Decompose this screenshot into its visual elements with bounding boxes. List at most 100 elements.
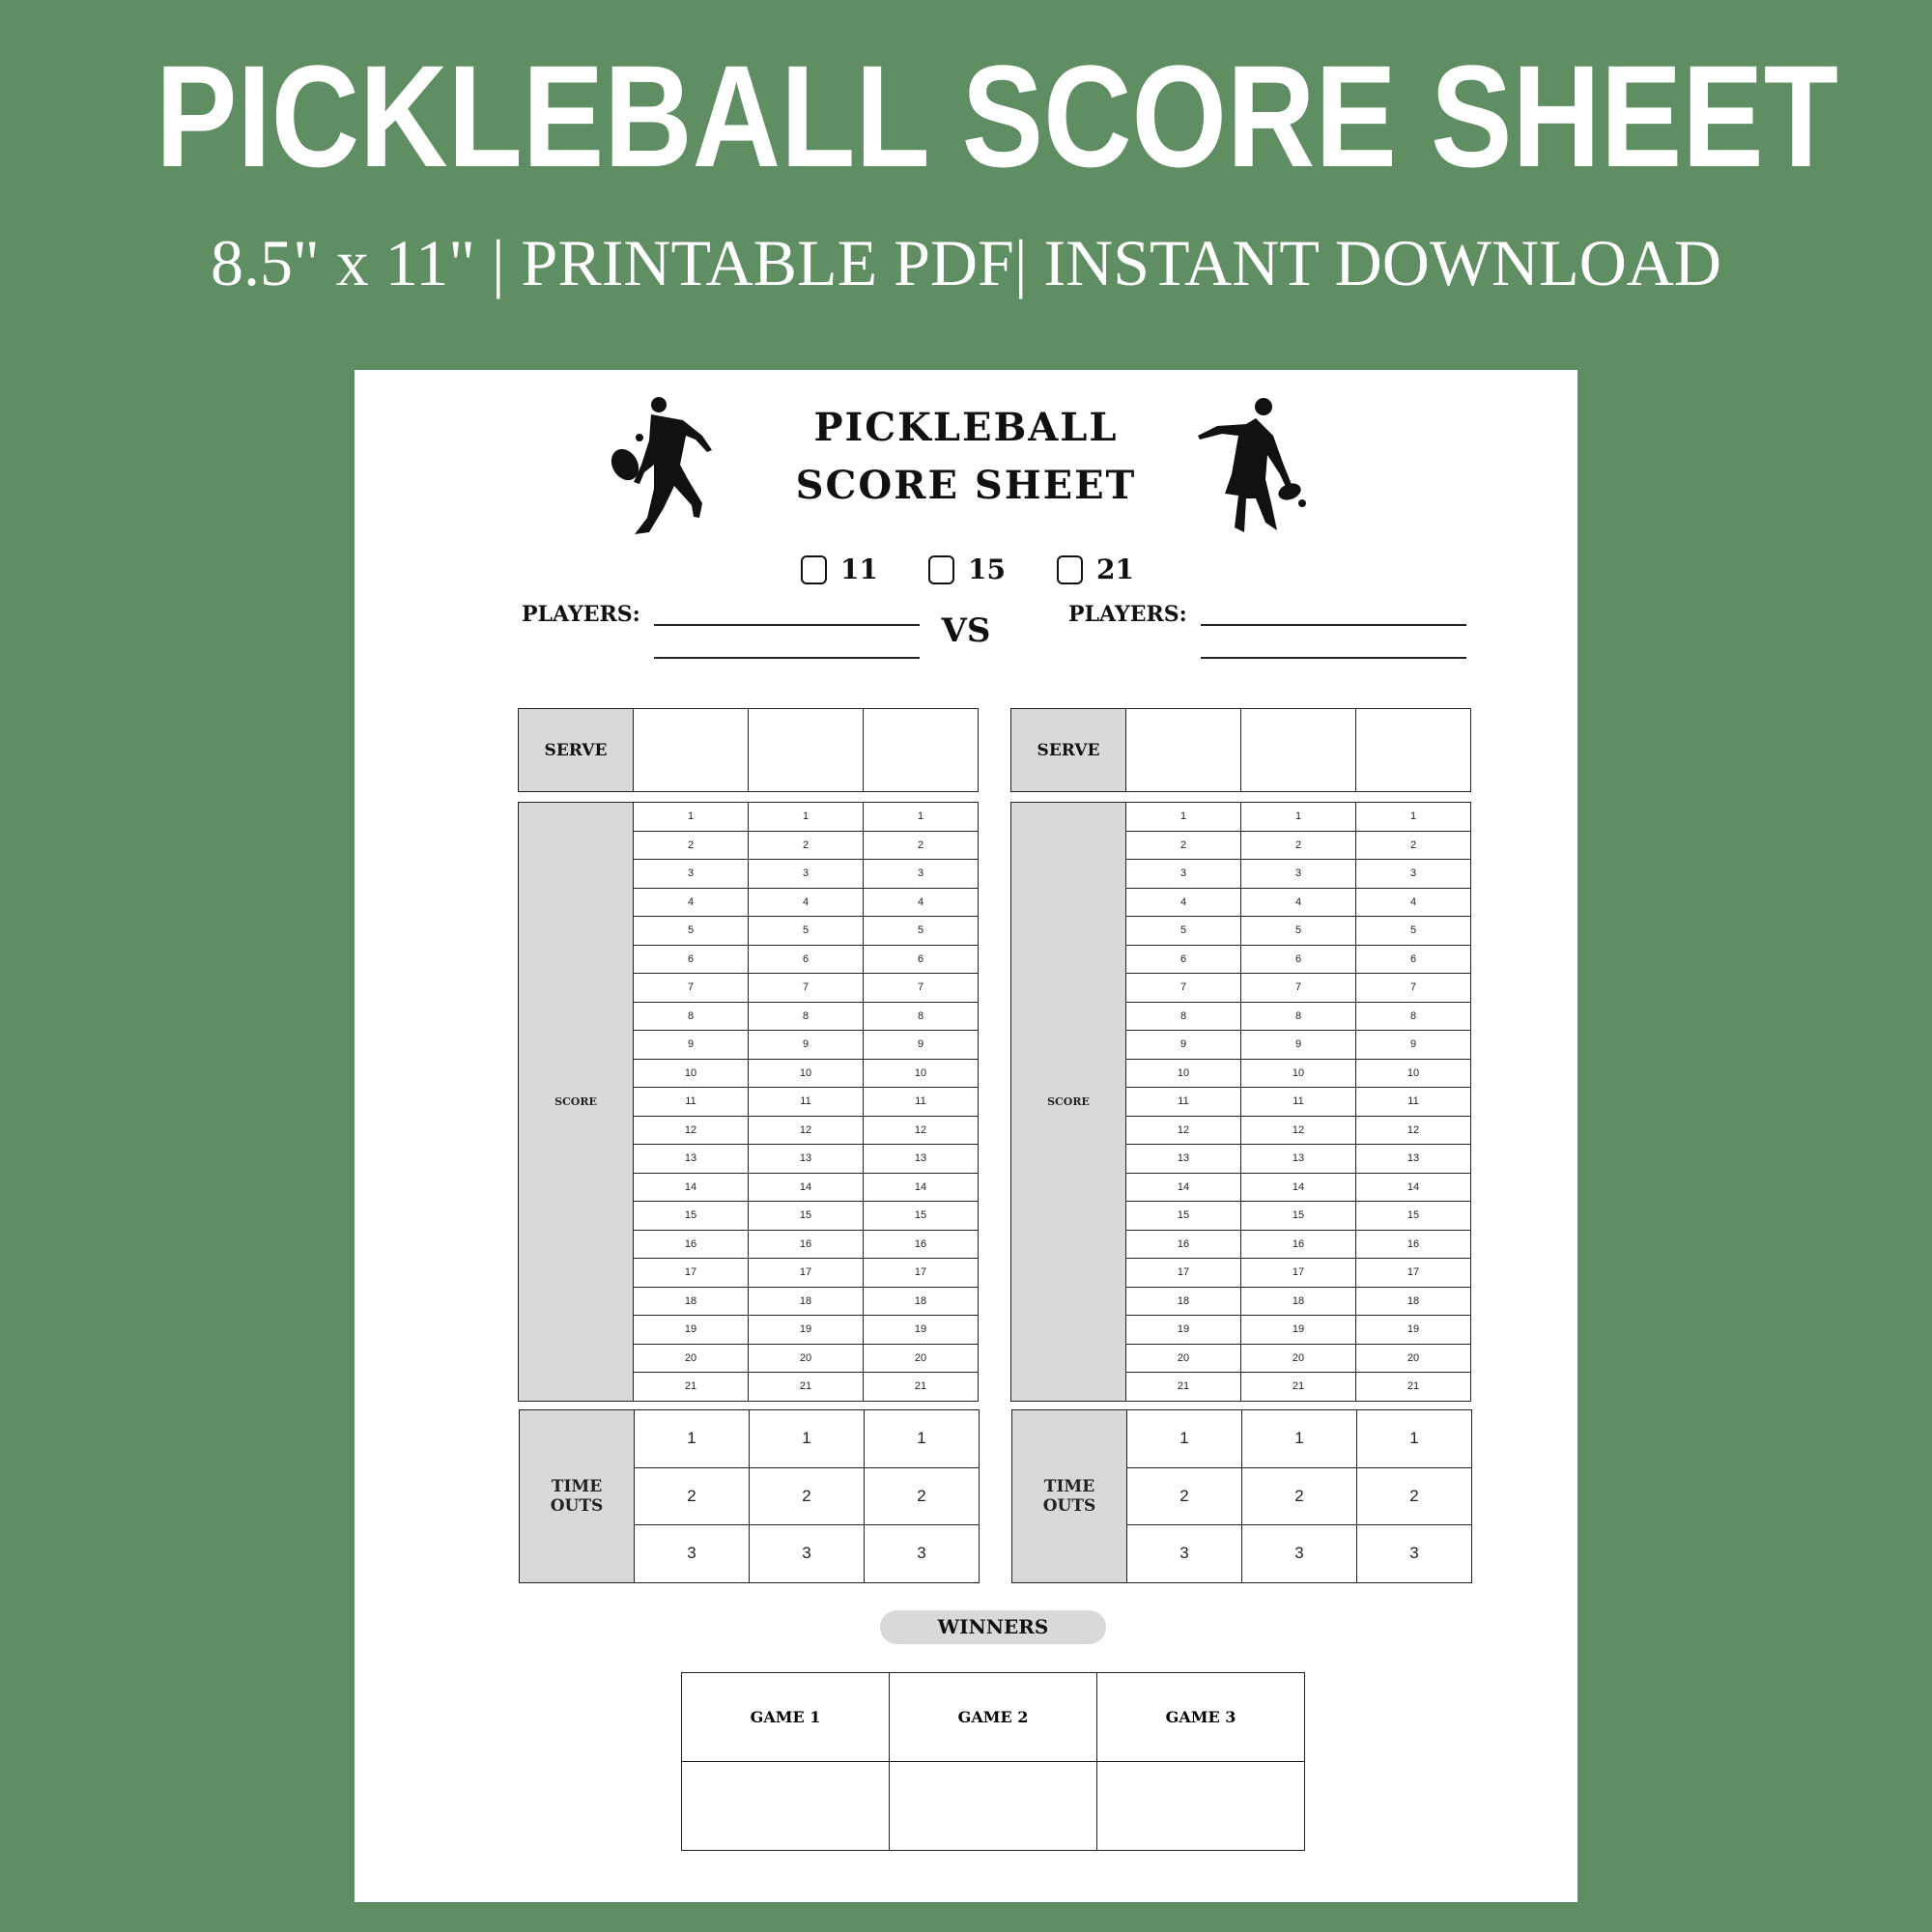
score-cell[interactable]: 1 <box>863 802 979 832</box>
timeout-cell[interactable]: 2 <box>749 1466 865 1525</box>
score-cell[interactable]: 6 <box>1240 944 1356 974</box>
timeout-cell[interactable]: 2 <box>634 1466 750 1525</box>
score-cell[interactable]: 6 <box>748 944 864 974</box>
score-cell[interactable]: 20 <box>1355 1343 1471 1373</box>
score-cell[interactable]: 18 <box>863 1286 979 1316</box>
score-cell[interactable]: 6 <box>1355 944 1471 974</box>
score-cell[interactable]: 16 <box>633 1229 749 1259</box>
checkbox[interactable] <box>801 554 827 584</box>
score-cell[interactable]: 13 <box>1240 1144 1356 1174</box>
score-cell[interactable]: 21 <box>633 1372 749 1402</box>
score-cell[interactable]: 8 <box>1240 1001 1356 1031</box>
timeout-cell[interactable]: 1 <box>634 1409 750 1468</box>
serve-cell[interactable] <box>1240 708 1356 792</box>
score-cell[interactable]: 20 <box>1125 1343 1241 1373</box>
score-cell[interactable]: 15 <box>863 1201 979 1231</box>
score-cell[interactable]: 16 <box>1125 1229 1241 1259</box>
score-cell[interactable]: 7 <box>1240 973 1356 1003</box>
timeout-cell[interactable]: 3 <box>634 1524 750 1583</box>
score-cell[interactable]: 4 <box>633 887 749 917</box>
score-cell[interactable]: 10 <box>748 1058 864 1088</box>
score-cell[interactable]: 12 <box>1125 1115 1241 1145</box>
score-cell[interactable]: 19 <box>1125 1315 1241 1345</box>
score-cell[interactable]: 20 <box>748 1343 864 1373</box>
serve-cell[interactable] <box>863 708 979 792</box>
score-cell[interactable]: 2 <box>1355 830 1471 860</box>
serve-cell[interactable] <box>1125 708 1241 792</box>
timeout-cell[interactable]: 1 <box>1241 1409 1357 1468</box>
score-cell[interactable]: 1 <box>748 802 864 832</box>
score-cell[interactable]: 14 <box>1240 1172 1356 1202</box>
score-cell[interactable]: 13 <box>633 1144 749 1174</box>
score-cell[interactable]: 11 <box>863 1087 979 1117</box>
score-cell[interactable]: 3 <box>1355 859 1471 889</box>
score-cell[interactable]: 10 <box>863 1058 979 1088</box>
score-cell[interactable]: 3 <box>1240 859 1356 889</box>
score-cell[interactable]: 15 <box>633 1201 749 1231</box>
timeout-cell[interactable]: 1 <box>1356 1409 1472 1468</box>
score-cell[interactable]: 7 <box>863 973 979 1003</box>
score-cell[interactable]: 19 <box>1355 1315 1471 1345</box>
player-name-line[interactable] <box>1201 657 1466 659</box>
score-cell[interactable]: 4 <box>863 887 979 917</box>
score-cell[interactable]: 7 <box>633 973 749 1003</box>
score-cell[interactable]: 18 <box>1240 1286 1356 1316</box>
score-cell[interactable]: 19 <box>1240 1315 1356 1345</box>
timeout-cell[interactable]: 3 <box>749 1524 865 1583</box>
score-cell[interactable]: 21 <box>863 1372 979 1402</box>
score-cell[interactable]: 8 <box>633 1001 749 1031</box>
score-cell[interactable]: 9 <box>863 1030 979 1060</box>
score-cell[interactable]: 4 <box>1240 887 1356 917</box>
score-cell[interactable]: 12 <box>633 1115 749 1145</box>
game-1-winner-cell[interactable] <box>681 1761 890 1851</box>
score-cell[interactable]: 7 <box>1125 973 1241 1003</box>
score-cell[interactable]: 10 <box>633 1058 749 1088</box>
score-cell[interactable]: 2 <box>1240 830 1356 860</box>
score-cell[interactable]: 21 <box>1125 1372 1241 1402</box>
score-cell[interactable]: 13 <box>863 1144 979 1174</box>
serve-cell[interactable] <box>748 708 864 792</box>
score-cell[interactable]: 3 <box>863 859 979 889</box>
score-cell[interactable]: 16 <box>748 1229 864 1259</box>
score-cell[interactable]: 20 <box>633 1343 749 1373</box>
score-cell[interactable]: 20 <box>1240 1343 1356 1373</box>
score-cell[interactable]: 9 <box>748 1030 864 1060</box>
score-cell[interactable]: 3 <box>1125 859 1241 889</box>
score-cell[interactable]: 2 <box>633 830 749 860</box>
score-cell[interactable]: 8 <box>863 1001 979 1031</box>
score-cell[interactable]: 16 <box>863 1229 979 1259</box>
score-cell[interactable]: 4 <box>1355 887 1471 917</box>
option-11[interactable]: 11 <box>801 554 878 585</box>
score-cell[interactable]: 5 <box>863 916 979 946</box>
player-name-line[interactable] <box>654 657 920 659</box>
timeout-cell[interactable]: 3 <box>1241 1524 1357 1583</box>
score-cell[interactable]: 14 <box>748 1172 864 1202</box>
score-cell[interactable]: 8 <box>748 1001 864 1031</box>
score-cell[interactable]: 8 <box>1355 1001 1471 1031</box>
player-name-line[interactable] <box>1201 624 1466 626</box>
score-cell[interactable]: 1 <box>633 802 749 832</box>
score-cell[interactable]: 2 <box>748 830 864 860</box>
score-cell[interactable]: 19 <box>633 1315 749 1345</box>
game-3-winner-cell[interactable] <box>1096 1761 1305 1851</box>
score-cell[interactable]: 9 <box>633 1030 749 1060</box>
score-cell[interactable]: 4 <box>1125 887 1241 917</box>
score-cell[interactable]: 5 <box>1240 916 1356 946</box>
score-cell[interactable]: 12 <box>1355 1115 1471 1145</box>
score-cell[interactable]: 1 <box>1240 802 1356 832</box>
score-cell[interactable]: 5 <box>748 916 864 946</box>
timeout-cell[interactable]: 2 <box>1356 1466 1472 1525</box>
serve-cell[interactable] <box>1355 708 1471 792</box>
score-cell[interactable]: 18 <box>1355 1286 1471 1316</box>
score-cell[interactable]: 11 <box>1125 1087 1241 1117</box>
score-cell[interactable]: 19 <box>748 1315 864 1345</box>
score-cell[interactable]: 6 <box>633 944 749 974</box>
score-cell[interactable]: 12 <box>1240 1115 1356 1145</box>
score-cell[interactable]: 16 <box>1240 1229 1356 1259</box>
score-cell[interactable]: 6 <box>863 944 979 974</box>
score-cell[interactable]: 12 <box>863 1115 979 1145</box>
score-cell[interactable]: 9 <box>1240 1030 1356 1060</box>
score-cell[interactable]: 5 <box>1125 916 1241 946</box>
score-cell[interactable]: 17 <box>748 1258 864 1288</box>
player-name-line[interactable] <box>654 624 920 626</box>
